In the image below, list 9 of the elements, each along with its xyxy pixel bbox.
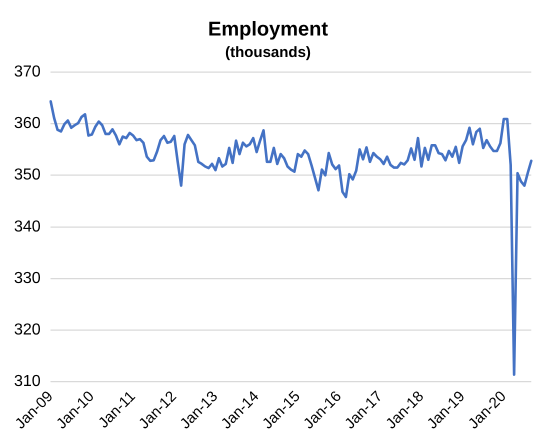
y-tick-label: 350: [14, 166, 41, 184]
y-tick-label: 310: [14, 373, 41, 390]
y-tick-label: 320: [14, 322, 41, 339]
chart-title: Employment: [208, 18, 328, 41]
y-tick-label: 360: [14, 115, 41, 132]
y-tick-label: 330: [14, 270, 41, 287]
chart-subtitle: (thousands): [225, 44, 311, 62]
y-tick-label: 340: [14, 218, 41, 236]
y-tick-label: 370: [14, 63, 41, 80]
